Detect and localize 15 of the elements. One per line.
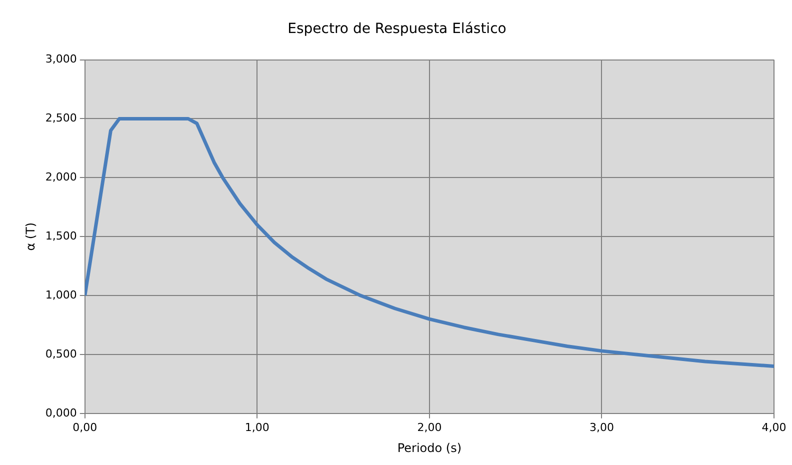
y-tick-label: 1,000 — [45, 288, 77, 302]
x-tick-label: 1,00 — [244, 420, 270, 434]
y-tick-label: 3,000 — [45, 52, 77, 66]
y-tick-label: 2,000 — [45, 170, 77, 184]
x-axis-title: Periodo (s) — [397, 440, 462, 455]
y-tick-label: 0,000 — [45, 406, 77, 420]
x-tick-label: 4,00 — [762, 420, 786, 434]
y-tick-label: 0,500 — [45, 347, 77, 360]
x-tick-label: 2,00 — [417, 420, 442, 434]
y-tick-label: 1,500 — [45, 229, 77, 242]
x-tick-label: 0,00 — [72, 420, 98, 434]
y-tick-label: 2,500 — [45, 112, 77, 125]
chart-title: Espectro de Respuesta Elástico — [288, 21, 506, 38]
x-tick-label: 3,00 — [589, 420, 614, 434]
y-axis-title: α (T) — [23, 222, 38, 251]
